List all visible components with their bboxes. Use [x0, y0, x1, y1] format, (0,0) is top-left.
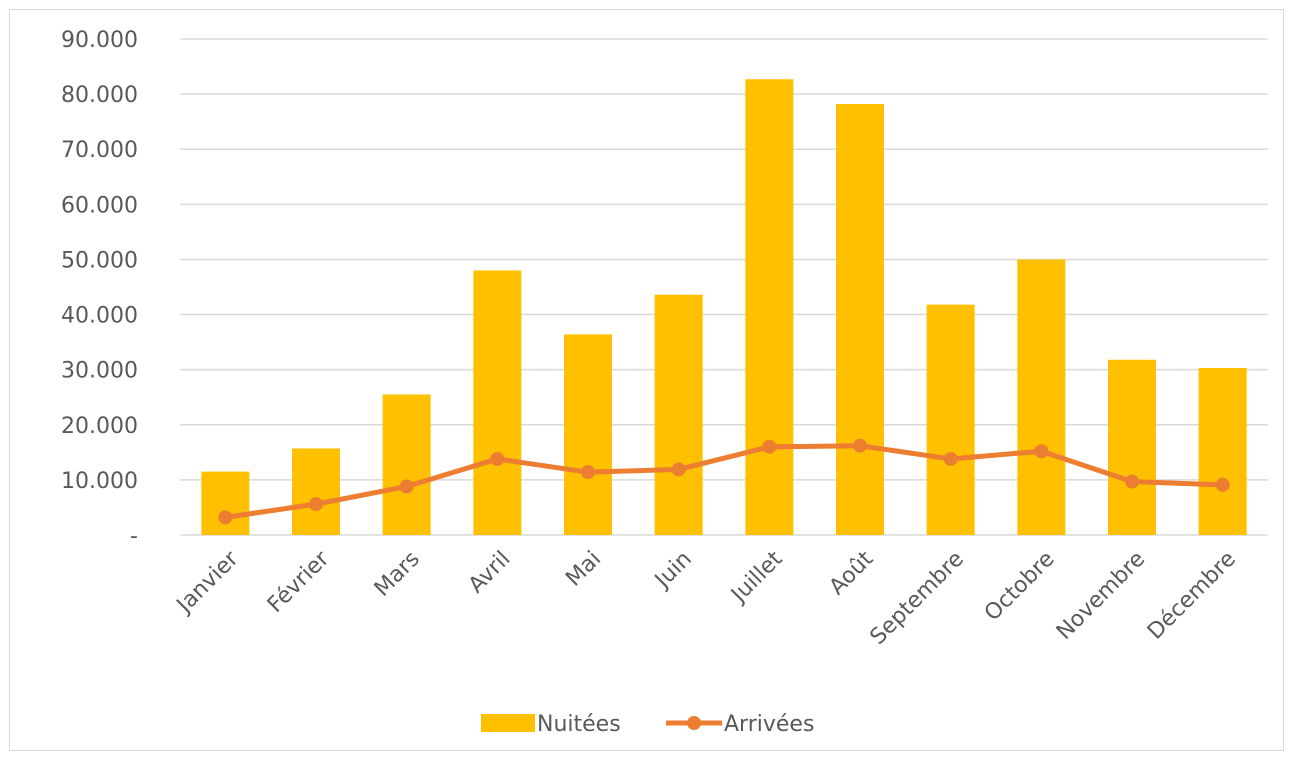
y-tick-label: -	[130, 524, 138, 549]
x-tick-label: Décembre	[1143, 547, 1241, 645]
x-tick-label: Novembre	[1052, 547, 1150, 645]
x-tick-label: Août	[825, 546, 879, 600]
y-tick-label: 90.000	[61, 28, 138, 53]
point-arrivees	[671, 462, 686, 477]
bar-nuitees	[926, 304, 975, 535]
bar-nuitees	[292, 448, 340, 535]
y-tick-label: 20.000	[61, 414, 138, 439]
x-tick-label: Octobre	[980, 547, 1060, 627]
bar-nuitees	[564, 334, 612, 535]
y-tick-label: 30.000	[61, 359, 138, 384]
y-tick-label: 10.000	[61, 469, 138, 494]
x-tick-label: Septembre	[866, 547, 969, 650]
legend-label-arrivees: Arrivées	[724, 712, 814, 737]
bar-nuitees	[745, 79, 794, 535]
point-arrivees	[853, 438, 867, 453]
x-tick-label: Mars	[370, 547, 425, 602]
point-arrivees	[1125, 474, 1139, 489]
bar-nuitees	[654, 294, 703, 535]
bar-nuitees	[473, 270, 522, 535]
point-arrivees	[1215, 477, 1230, 492]
bar-nuitees	[201, 471, 250, 535]
x-tick-label: Mai	[561, 547, 606, 592]
point-arrivees	[490, 451, 505, 466]
y-tick-label: 80.000	[61, 83, 138, 108]
chart-frame	[9, 9, 1284, 751]
y-tick-label: 60.000	[61, 193, 138, 218]
legend-swatch-nuitees	[481, 714, 535, 732]
bar-nuitees	[1198, 368, 1247, 535]
point-arrivees	[943, 451, 958, 466]
bar-nuitees	[1108, 359, 1156, 535]
x-tick-label: Janvier	[171, 546, 244, 619]
y-tick-label: 40.000	[61, 304, 138, 329]
bar-nuitees	[1017, 259, 1066, 535]
point-arrivees	[762, 439, 777, 454]
point-arrivees	[309, 497, 323, 512]
legend-marker-arrivees	[687, 716, 701, 730]
x-tick-label: Avril	[464, 547, 516, 599]
point-arrivees	[581, 465, 595, 480]
y-tick-label: 70.000	[61, 138, 138, 163]
bar-nuitees	[836, 104, 884, 535]
x-tick-label: Juin	[649, 547, 697, 595]
line-arrivees	[222, 443, 1226, 520]
legend-label-nuitees: Nuitées	[537, 712, 621, 737]
x-tick-label: Février	[263, 546, 335, 618]
x-tick-label: Juillet	[725, 546, 787, 608]
y-tick-label: 50.000	[61, 248, 138, 273]
point-arrivees	[399, 479, 414, 494]
bar-nuitees	[382, 394, 431, 535]
point-arrivees	[218, 510, 233, 525]
point-arrivees	[1034, 444, 1049, 459]
